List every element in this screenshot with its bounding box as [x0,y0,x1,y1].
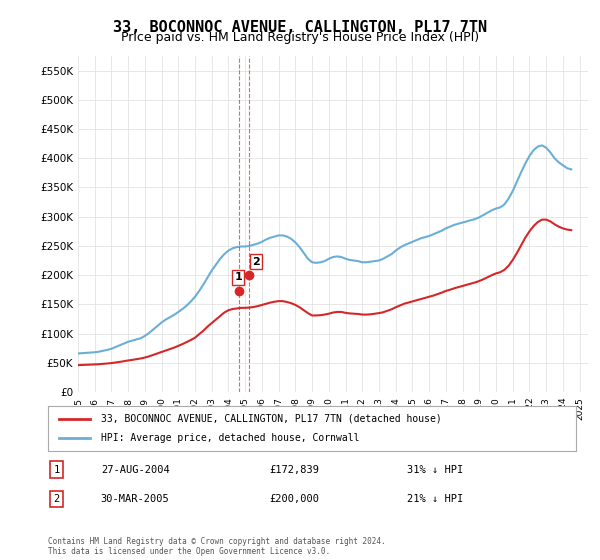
Text: 30-MAR-2005: 30-MAR-2005 [101,494,170,504]
Text: This data is licensed under the Open Government Licence v3.0.: This data is licensed under the Open Gov… [48,547,330,556]
Text: 1: 1 [53,465,59,475]
Text: 33, BOCONNOC AVENUE, CALLINGTON, PL17 7TN (detached house): 33, BOCONNOC AVENUE, CALLINGTON, PL17 7T… [101,413,442,423]
Text: 31% ↓ HPI: 31% ↓ HPI [407,465,463,475]
Text: Contains HM Land Registry data © Crown copyright and database right 2024.: Contains HM Land Registry data © Crown c… [48,537,386,546]
Text: £172,839: £172,839 [270,465,320,475]
Text: 1: 1 [235,273,242,282]
Text: 2: 2 [53,494,59,504]
Text: 33, BOCONNOC AVENUE, CALLINGTON, PL17 7TN: 33, BOCONNOC AVENUE, CALLINGTON, PL17 7T… [113,20,487,35]
Text: 21% ↓ HPI: 21% ↓ HPI [407,494,463,504]
Text: £200,000: £200,000 [270,494,320,504]
Text: HPI: Average price, detached house, Cornwall: HPI: Average price, detached house, Corn… [101,433,359,444]
Text: 2: 2 [252,256,260,267]
Text: Price paid vs. HM Land Registry's House Price Index (HPI): Price paid vs. HM Land Registry's House … [121,31,479,44]
Text: 27-AUG-2004: 27-AUG-2004 [101,465,170,475]
